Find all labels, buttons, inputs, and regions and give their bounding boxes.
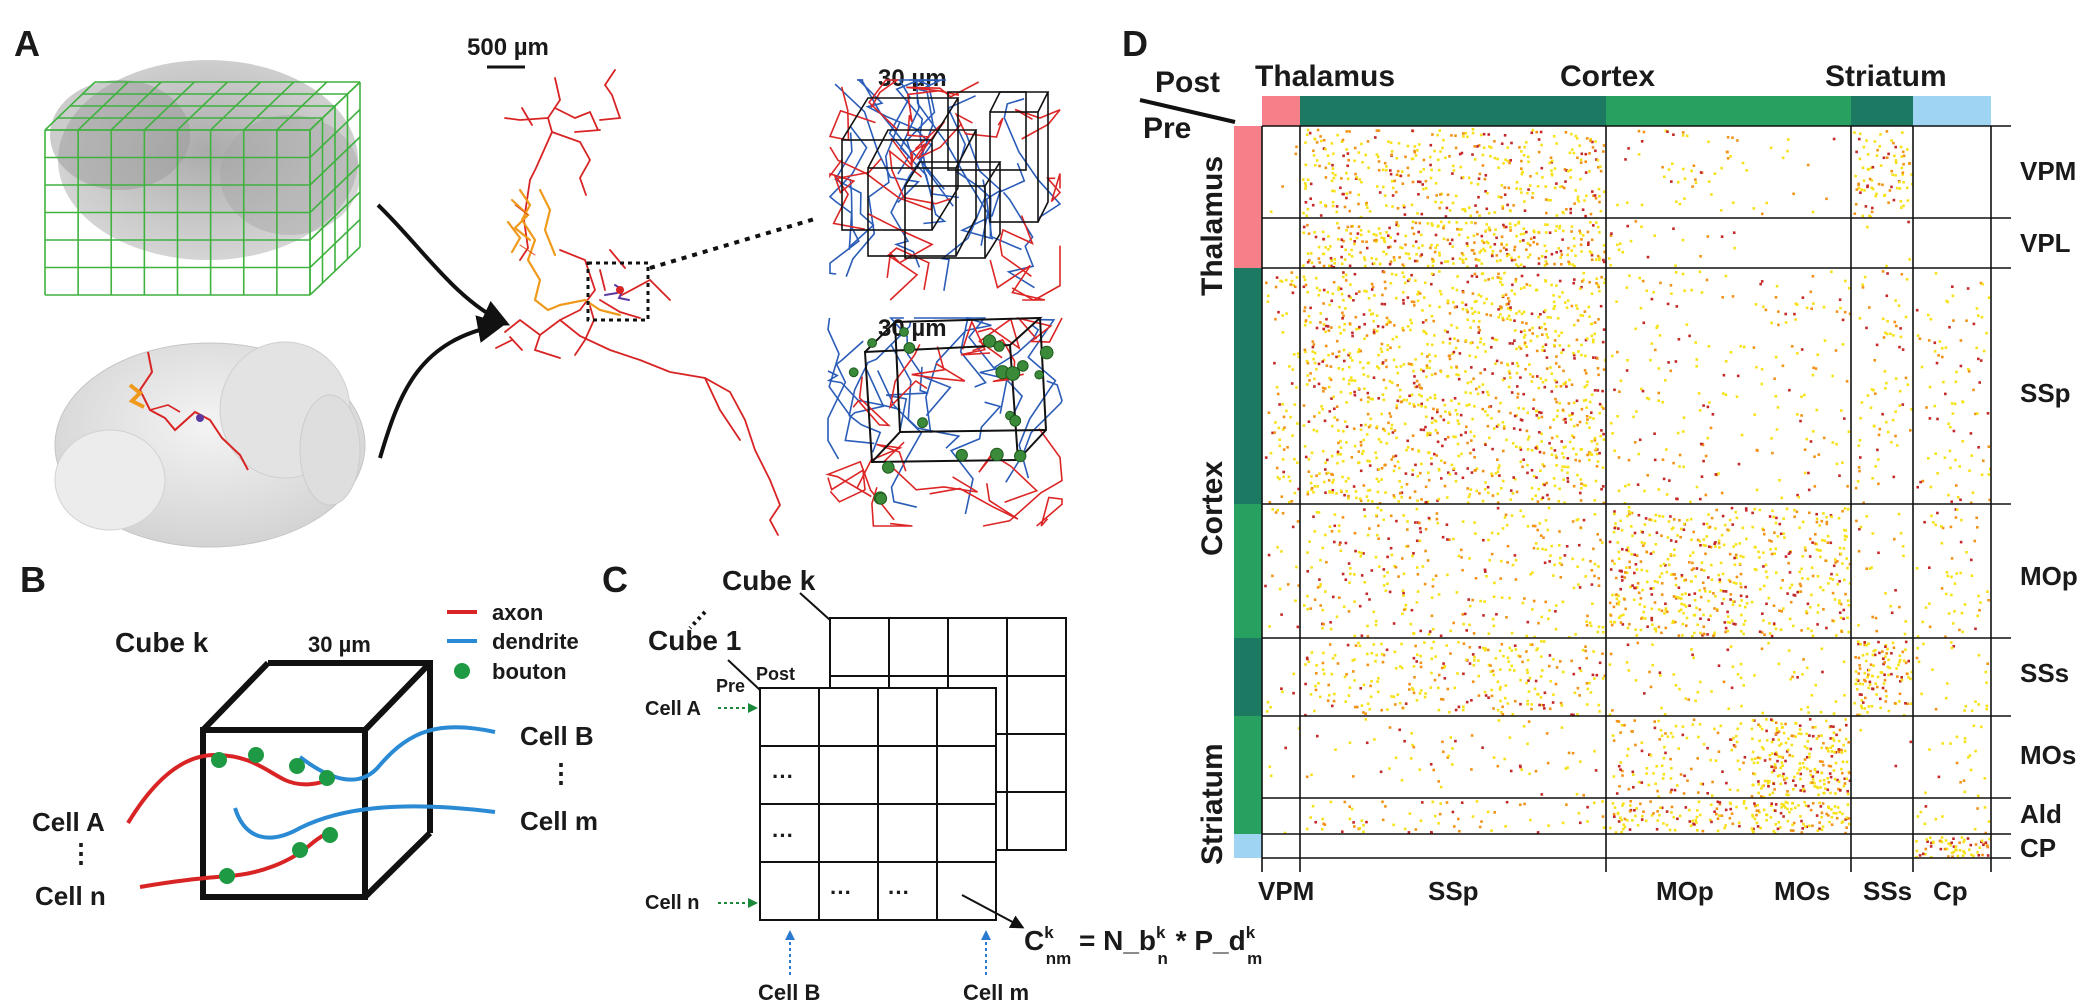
legend: axon dendrite bouton (447, 600, 579, 684)
cell-m-label-b: Cell m (520, 806, 598, 836)
row-label-cp: CP (2020, 833, 2056, 863)
col-label-ssp: SSp (1428, 876, 1479, 906)
dots-4: ··· (888, 880, 910, 905)
top-bar-cortex-dark-1 (1300, 96, 1606, 126)
cube-k-label-c: Cube k (722, 565, 816, 596)
panel-a-label: A (14, 23, 40, 64)
dots-2: ··· (772, 823, 794, 848)
row-label-ald: Ald (2020, 799, 2062, 829)
panel-d-label: D (1122, 23, 1148, 64)
pre-label-d: Pre (1143, 112, 1191, 145)
col-label-vpm: VPM (1258, 876, 1314, 906)
legend-bouton-swatch (454, 663, 470, 679)
dendrite-m (233, 804, 496, 840)
top-bar-cortex-dark-2 (1851, 96, 1913, 126)
zoom-view-boutons (825, 316, 1063, 527)
cube-k-leader (799, 592, 831, 621)
cube-size-label: 30 µm (308, 632, 371, 657)
row-label-sss: SSs (2020, 658, 2069, 688)
left-bar-cortex-dark-1 (1234, 268, 1262, 504)
col-label-cp: Cp (1933, 876, 1968, 906)
post-pre-divider (727, 659, 761, 691)
cell-n-label-b: Cell n (35, 881, 106, 911)
col-label-mop: MOp (1656, 876, 1714, 906)
matrix-stack (759, 617, 1067, 921)
post-label-d: Post (1155, 66, 1220, 99)
axon-n (139, 828, 334, 889)
neuron-reconstruction (495, 69, 782, 536)
cube-diagram (126, 660, 496, 900)
left-group-striatum: Striatum (1196, 743, 1229, 865)
top-color-bar (1262, 96, 1991, 126)
row-label-mop: MOp (2020, 561, 2078, 591)
legend-axon-label: axon (492, 600, 543, 625)
zoom-selection-box (586, 261, 650, 322)
left-bar-cortex-dark-2 (1234, 638, 1262, 716)
merge-arrow-top (376, 203, 511, 327)
vdots-left: ⋮ (68, 838, 94, 868)
dots-1: ··· (772, 764, 794, 789)
gridded-brain-image (44, 60, 361, 296)
cell-a-label-b: Cell A (32, 807, 105, 837)
legend-dendrite-label: dendrite (492, 629, 579, 654)
cube-k-title: Cube k (115, 627, 209, 658)
bouton-dots (211, 747, 338, 884)
vdots-right: ⋮ (548, 758, 574, 788)
post-pre-diagonal (1139, 98, 1236, 124)
zoom-leader-line (649, 216, 819, 270)
left-group-thalamus: Thalamus (1196, 156, 1229, 296)
top-bar-striatum (1913, 96, 1991, 126)
row-label-mos: MOs (2020, 740, 2076, 770)
left-bar-cortex-light-1 (1234, 504, 1262, 638)
col-label-mos: MOs (1774, 876, 1830, 906)
left-color-bar (1234, 126, 1262, 858)
matrix-grid (1261, 125, 2011, 872)
zoom-view-cubes (828, 79, 1062, 301)
top-group-thalamus: Thalamus (1255, 60, 1395, 93)
col-label-sss: SSs (1863, 876, 1912, 906)
left-bar-striatum (1234, 834, 1262, 858)
panel-c-label: C (602, 559, 628, 600)
row-label-vpm: VPM (2020, 156, 2076, 186)
axon-a (126, 752, 332, 825)
cell-a-label-c: Cell A (645, 698, 701, 720)
cell-m-label-c: Cell m (963, 980, 1029, 1005)
post-label-c: Post (756, 664, 795, 684)
left-group-cortex: Cortex (1196, 461, 1229, 556)
formula-arrow (961, 894, 1025, 929)
pre-label-c: Pre (716, 676, 745, 696)
cell-b-label-b: Cell B (520, 721, 594, 751)
connectivity-matrix-dots (1264, 128, 1992, 859)
top-group-striatum: Striatum (1825, 60, 1947, 93)
top-group-cortex: Cortex (1560, 60, 1655, 93)
cell-n-label-c: Cell n (645, 892, 699, 914)
row-label-ssp: SSp (2020, 378, 2071, 408)
connectivity-formula: Ck nm = N_bk n * P_dk m (1024, 923, 1262, 968)
merge-arrow-bottom (378, 315, 506, 459)
top-bar-cortex-light (1606, 96, 1851, 126)
scale-label-500um: 500 µm (467, 34, 549, 61)
dots-3: ··· (830, 880, 852, 905)
left-bar-thalamus (1234, 126, 1262, 268)
cube-1-label-c: Cube 1 (648, 625, 741, 656)
row-label-vpl: VPL (2020, 228, 2071, 258)
top-bar-thalamus (1262, 96, 1300, 126)
panel-b-label: B (20, 559, 46, 600)
transparent-brain-image (54, 341, 366, 548)
cell-b-label-c: Cell B (758, 980, 820, 1005)
left-bar-cortex-light-2 (1234, 716, 1262, 834)
legend-bouton-label: bouton (492, 659, 567, 684)
